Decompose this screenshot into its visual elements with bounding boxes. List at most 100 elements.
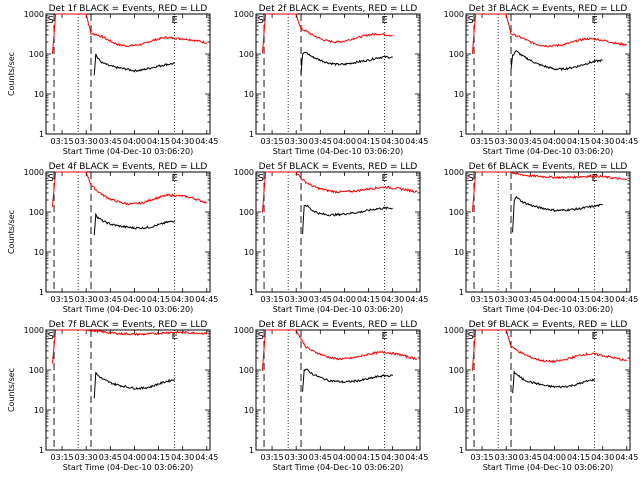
- marker-label-s: S: [258, 331, 264, 342]
- y-tick-label: 10: [34, 406, 44, 415]
- x-tick-label: 04:15: [567, 137, 590, 146]
- y-tick-label: 1: [459, 288, 464, 297]
- x-tick-label: 04:30: [171, 295, 194, 304]
- y-tick-label: 10: [454, 406, 464, 415]
- panel-det-6: Det 6f BLACK = Events, RED = LLD 1 10 100 10…: [444, 162, 639, 314]
- panel-title: Det 5f BLACK = Events, RED = LLD: [259, 162, 418, 172]
- marker-label-s: S: [468, 173, 474, 184]
- x-tick-label: 03:15: [261, 137, 284, 146]
- x-axis-label: Start Time (04-Dec-10 03:06:20): [273, 463, 404, 472]
- panel-det-2: Det 2f BLACK = Events, RED = LLD 1 10 100 10…: [234, 4, 429, 156]
- x-tick-label: 04:30: [171, 453, 194, 462]
- x-axis-label: Start Time (04-Dec-10 03:06:20): [483, 463, 614, 472]
- y-axis-label: Counts/sec: [7, 368, 16, 412]
- x-tick-label: 03:45: [519, 453, 542, 462]
- x-tick-label: 04:45: [405, 453, 428, 462]
- marker-label-e: E: [171, 173, 177, 184]
- x-tick-label: 04:45: [195, 453, 218, 462]
- x-tick-label: 03:30: [495, 453, 518, 462]
- x-tick-label: 04:15: [147, 137, 170, 146]
- y-tick-label: 100: [449, 208, 464, 217]
- x-tick-label: 04:00: [543, 137, 566, 146]
- x-tick-label: 04:45: [405, 137, 428, 146]
- series-lld-red: [471, 329, 628, 371]
- x-tick-label: 04:15: [147, 453, 170, 462]
- x-tick-label: 04:45: [615, 453, 638, 462]
- x-tick-label: 04:00: [123, 137, 146, 146]
- plot-frame: [45, 171, 211, 293]
- panel-title: Det 7f BLACK = Events, RED = LLD: [49, 320, 208, 330]
- series-events-black: [93, 212, 175, 236]
- series-events-black: [510, 50, 603, 72]
- y-tick-label: 1: [249, 446, 254, 455]
- x-tick-label: 04:30: [591, 295, 614, 304]
- panel-det-9: Det 9f BLACK = Events, RED = LLD 1 10 100 10…: [444, 320, 639, 472]
- panel-det-5: Det 5f BLACK = Events, RED = LLD 1 10 100 10…: [234, 162, 429, 314]
- marker-label-e: E: [381, 331, 387, 342]
- x-tick-label: 03:45: [99, 295, 122, 304]
- y-tick-label: 1: [39, 288, 44, 297]
- plot-frame: [255, 329, 421, 451]
- x-tick-label: 04:15: [357, 137, 380, 146]
- x-tick-label: 04:45: [615, 295, 638, 304]
- x-tick-label: 03:30: [75, 295, 98, 304]
- x-tick-label: 03:30: [285, 453, 308, 462]
- series-lld-red: [471, 171, 628, 213]
- y-tick-label: 1: [249, 130, 254, 139]
- plot-frame: [45, 329, 211, 451]
- y-tick-label: 10: [34, 90, 44, 99]
- marker-label-s: S: [258, 173, 264, 184]
- panel-det-4: Det 4f BLACK = Events, RED = LLD 1 10 100 10…: [7, 162, 218, 314]
- x-axis-label: Start Time (04-Dec-10 03:06:20): [63, 147, 194, 156]
- x-tick-label: 04:00: [123, 295, 146, 304]
- series-events-black: [302, 204, 393, 235]
- y-tick-label: 100: [239, 208, 254, 217]
- y-tick-label: 10: [454, 90, 464, 99]
- y-tick-label: 1000: [234, 326, 254, 335]
- panel-det-1: Det 1f BLACK = Events, RED = LLD 1 10 100 10…: [7, 4, 218, 156]
- y-tick-label: 1: [459, 446, 464, 455]
- plot-frame: [45, 13, 211, 135]
- plot-frame: [255, 171, 421, 293]
- y-axis-label: Counts/sec: [7, 52, 16, 96]
- marker-label-e: E: [591, 173, 597, 184]
- marker-label-e: E: [171, 331, 177, 342]
- series-events-black: [512, 371, 595, 394]
- panel-title: Det 9f BLACK = Events, RED = LLD: [469, 320, 628, 330]
- y-tick-label: 100: [239, 50, 254, 59]
- x-tick-label: 04:15: [357, 295, 380, 304]
- panel-title: Det 6f BLACK = Events, RED = LLD: [469, 162, 628, 172]
- y-tick-label: 1: [39, 446, 44, 455]
- y-tick-label: 100: [29, 208, 44, 217]
- y-tick-label: 100: [449, 50, 464, 59]
- panel-det-8: Det 8f BLACK = Events, RED = LLD 1 10 100 10…: [234, 320, 429, 472]
- x-tick-label: 03:30: [285, 295, 308, 304]
- x-axis-label: Start Time (04-Dec-10 03:06:20): [273, 147, 404, 156]
- series-lld-red: [261, 171, 418, 213]
- x-tick-label: 03:30: [495, 295, 518, 304]
- marker-label-e: E: [171, 15, 177, 26]
- panel-det-7: Det 7f BLACK = Events, RED = LLD 1 10 100 10…: [7, 320, 218, 472]
- x-tick-label: 03:15: [261, 295, 284, 304]
- series-events-black: [512, 195, 603, 233]
- x-tick-label: 04:30: [591, 453, 614, 462]
- panel-det-3: Det 3f BLACK = Events, RED = LLD 1 10 100 10…: [444, 4, 639, 156]
- y-tick-label: 10: [454, 248, 464, 257]
- y-tick-label: 100: [29, 50, 44, 59]
- x-tick-label: 04:00: [333, 295, 356, 304]
- x-tick-label: 04:00: [543, 295, 566, 304]
- x-tick-label: 04:15: [357, 453, 380, 462]
- y-tick-label: 1: [459, 130, 464, 139]
- x-axis-label: Start Time (04-Dec-10 03:06:20): [63, 305, 194, 314]
- marker-label-s: S: [258, 15, 264, 26]
- series-lld-red: [51, 13, 208, 55]
- y-tick-label: 100: [239, 366, 254, 375]
- x-tick-label: 04:30: [591, 137, 614, 146]
- plot-frame: [465, 329, 631, 451]
- y-tick-label: 1: [39, 130, 44, 139]
- x-tick-label: 03:30: [495, 137, 518, 146]
- x-tick-label: 04:30: [381, 137, 404, 146]
- x-tick-label: 04:45: [195, 295, 218, 304]
- y-tick-label: 100: [449, 366, 464, 375]
- y-tick-label: 1000: [234, 168, 254, 177]
